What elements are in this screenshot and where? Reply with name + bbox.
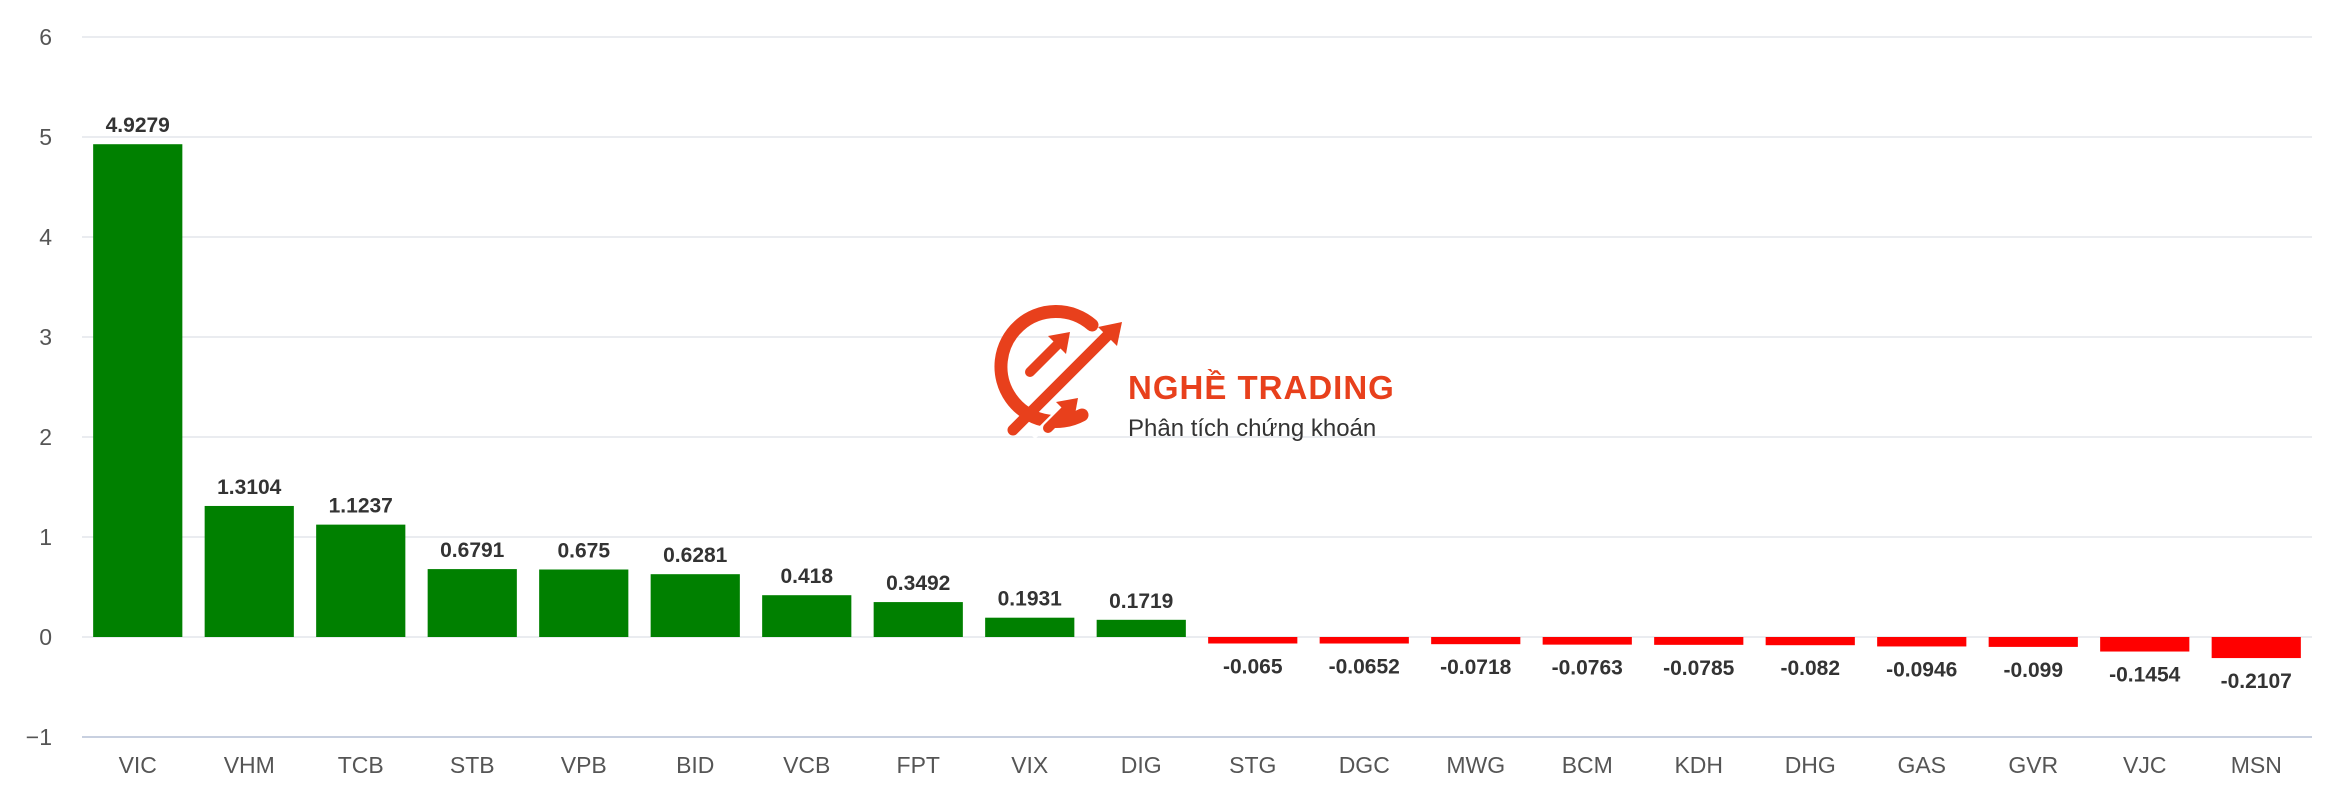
bar-vhm — [204, 505, 294, 637]
bar-mwg — [1431, 637, 1521, 645]
x-tick-label-gas: GAS — [1897, 752, 1946, 778]
bars — [93, 144, 2301, 659]
x-tick-label-kdh: KDH — [1674, 752, 1723, 778]
bar-vic — [93, 144, 183, 637]
watermark-subtitle: Phân tích chứng khoán — [1128, 415, 1376, 442]
watermark: NGHỀ TRADING Phân tích chứng khoán — [994, 305, 1395, 442]
x-tick-label-bid: BID — [676, 752, 714, 778]
x-tick-label-vcb: VCB — [783, 752, 830, 778]
bar-dig — [1096, 619, 1186, 637]
x-tick-label-fpt: FPT — [897, 752, 940, 778]
watermark-title: NGHỀ TRADING — [1128, 369, 1395, 406]
y-tick-label: 1 — [39, 524, 52, 550]
x-tick-label-bcm: BCM — [1562, 752, 1613, 778]
data-label-vhm: 1.3104 — [217, 476, 282, 499]
bar-stg — [1208, 637, 1298, 644]
bar-tcb — [316, 524, 406, 637]
data-label-bcm: -0.0763 — [1552, 657, 1623, 680]
x-tick-label-stg: STG — [1229, 752, 1276, 778]
data-label-vcb: 0.418 — [780, 565, 833, 588]
data-label-vpb: 0.675 — [557, 540, 610, 563]
data-labels: 4.9279 1.3104 1.1237 0.6791 0.675 0.6281 0.418… — [106, 114, 2292, 693]
data-label-dhg: -0.082 — [1780, 657, 1840, 680]
x-tick-label-vhm: VHM — [224, 752, 275, 778]
bar-gvr — [1988, 637, 2078, 647]
bar-vix — [985, 617, 1075, 637]
x-axis: VIC VHM TCB STB VPB BID VCB FPT VIX DIG STG DGC MWG B… — [119, 752, 2282, 778]
data-label-stg: -0.065 — [1223, 656, 1283, 679]
data-label-gvr: -0.099 — [2003, 659, 2063, 682]
bar-fpt — [873, 602, 963, 637]
x-tick-label-msn: MSN — [2231, 752, 2282, 778]
x-tick-label-stb: STB — [450, 752, 495, 778]
x-tick-label-mwg: MWG — [1446, 752, 1505, 778]
x-tick-label-gvr: GVR — [2008, 752, 2058, 778]
y-tick-label: 6 — [39, 24, 52, 50]
y-tick-label: 3 — [39, 324, 52, 350]
bar-dhg — [1765, 637, 1855, 646]
x-tick-label-vix: VIX — [1011, 752, 1048, 778]
x-tick-label-tcb: TCB — [338, 752, 384, 778]
data-label-vix: 0.1931 — [998, 588, 1063, 611]
bar-bid — [650, 574, 740, 637]
x-tick-label-dgc: DGC — [1339, 752, 1390, 778]
data-label-vjc: -0.1454 — [2109, 664, 2181, 687]
data-label-fpt: 0.3492 — [886, 572, 950, 595]
y-tick-label: −1 — [26, 724, 52, 750]
y-tick-label: 0 — [39, 624, 52, 650]
data-label-dgc: -0.0652 — [1329, 656, 1400, 679]
x-tick-label-vpb: VPB — [561, 752, 607, 778]
bar-gas — [1877, 637, 1967, 647]
bar-vpb — [539, 569, 629, 637]
bar-stb — [427, 569, 517, 637]
x-tick-label-dhg: DHG — [1785, 752, 1836, 778]
data-label-mwg: -0.0718 — [1440, 656, 1512, 679]
trading-arrows-logo-icon — [994, 305, 1122, 440]
data-label-msn: -0.2107 — [2221, 670, 2292, 693]
y-axis: −1 0 1 2 3 4 5 6 — [26, 24, 52, 750]
data-label-gas: -0.0946 — [1886, 658, 1957, 681]
bar-bcm — [1542, 637, 1632, 645]
x-tick-label-vic: VIC — [119, 752, 157, 778]
bar-dgc — [1319, 637, 1409, 644]
bar-kdh — [1654, 637, 1744, 645]
y-tick-label: 4 — [39, 224, 52, 250]
data-label-dig: 0.1719 — [1109, 590, 1173, 613]
data-label-bid: 0.6281 — [663, 544, 728, 567]
data-label-vic: 4.9279 — [106, 114, 170, 137]
y-tick-label: 5 — [39, 124, 52, 150]
x-tick-label-vjc: VJC — [2123, 752, 2166, 778]
data-label-kdh: -0.0785 — [1663, 657, 1735, 680]
bar-msn — [2211, 637, 2301, 659]
y-tick-label: 2 — [39, 424, 52, 450]
data-label-tcb: 1.1237 — [329, 495, 393, 518]
bar-vcb — [762, 595, 852, 637]
x-tick-label-dig: DIG — [1121, 752, 1162, 778]
data-label-stb: 0.6791 — [440, 539, 505, 562]
bar-vjc — [2100, 637, 2190, 652]
